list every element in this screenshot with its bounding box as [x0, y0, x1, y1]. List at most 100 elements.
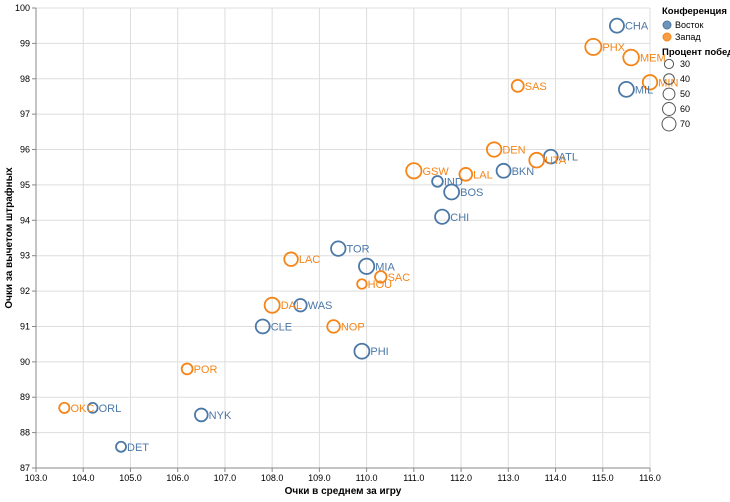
x-tick-label: 111.0	[403, 473, 424, 483]
legend-color-title: Конференция	[662, 6, 727, 17]
y-tick-label: 92	[20, 286, 30, 296]
y-tick-label: 88	[20, 428, 30, 438]
x-tick-label: 109.0	[308, 473, 331, 483]
point-label: PHX	[602, 42, 625, 54]
legend: Конференция Процент побед Восток Запад 30 4…	[661, 6, 730, 132]
data-point	[353, 342, 371, 360]
x-tick-label: 115.0	[592, 473, 614, 483]
legend-size-swatch	[663, 58, 675, 70]
point-label: UTA	[545, 155, 567, 167]
x-tick-label: 113.0	[497, 473, 519, 483]
point-label: ORL	[99, 403, 122, 415]
legend-size-swatch	[661, 116, 677, 132]
y-tick-label: 96	[20, 145, 30, 155]
data-point	[194, 407, 209, 423]
point-label: HOU	[368, 279, 393, 291]
y-tick-label: 98	[20, 74, 30, 84]
x-tick-label: 107.0	[214, 473, 237, 483]
y-tick-label: 93	[20, 251, 30, 261]
grid-layer	[35, 7, 651, 469]
legend-size-label: 50	[680, 89, 690, 99]
point-label: ATL	[559, 152, 578, 164]
data-point	[608, 17, 625, 34]
point-layer	[58, 17, 659, 453]
y-tick-label: 99	[20, 38, 30, 48]
y-tick-label: 89	[20, 392, 30, 402]
point-label: BKN	[512, 166, 535, 178]
point-label: SAC	[388, 272, 411, 284]
legend-size-title: Процент побед	[662, 47, 730, 58]
data-point	[254, 318, 271, 335]
data-point	[622, 48, 640, 67]
x-tick-label: 114.0	[545, 473, 567, 483]
x-tick-label: 104.0	[72, 473, 95, 483]
y-tick-label: 87	[20, 463, 30, 473]
data-point	[510, 78, 525, 93]
x-tick-label: 106.0	[166, 473, 189, 483]
x-axis-title: Очки в среднем за игру	[285, 486, 402, 497]
y-tick-label: 95	[20, 180, 30, 190]
legend-size-label: 70	[680, 119, 690, 129]
legend-size-swatch	[662, 102, 676, 116]
point-label: CHI	[450, 212, 469, 224]
point-label: NOP	[341, 321, 365, 333]
data-point	[356, 278, 368, 290]
x-tick-label: 105.0	[119, 473, 142, 483]
data-point	[58, 401, 71, 414]
point-label: GSW	[423, 166, 450, 178]
point-label: OKC	[70, 403, 94, 415]
data-point	[86, 402, 99, 414]
data-point	[405, 162, 423, 180]
data-point	[293, 298, 308, 313]
x-tick-label: 103.0	[25, 473, 48, 483]
data-point	[283, 251, 299, 267]
point-label: SAS	[525, 81, 547, 93]
point-label: MIN	[658, 77, 678, 89]
point-label: CHA	[625, 21, 649, 33]
data-point	[431, 175, 444, 188]
y-tick-label: 94	[20, 215, 30, 225]
point-label: PHI	[370, 346, 388, 358]
point-label: DAL	[281, 300, 302, 312]
x-tick-label: 116.0	[639, 473, 661, 483]
data-point	[443, 183, 461, 201]
y-tick-label: 91	[20, 321, 30, 331]
data-point	[180, 362, 194, 376]
point-label: BOS	[460, 187, 483, 199]
legend-color-swatch	[662, 20, 672, 30]
point-label: MIL	[635, 84, 653, 96]
point-label: DEN	[502, 145, 525, 157]
data-point	[434, 208, 451, 225]
point-label: POR	[194, 364, 218, 376]
point-label: TOR	[347, 244, 370, 256]
point-label: WAS	[308, 300, 333, 312]
data-point	[641, 74, 659, 91]
point-label: MEM	[640, 53, 666, 65]
legend-size-label: 60	[680, 104, 690, 114]
legend-color-label: Запад	[675, 32, 701, 42]
point-label: LAL	[473, 169, 493, 181]
data-point	[458, 167, 474, 182]
data-point	[374, 270, 388, 284]
legend-size-swatch	[663, 73, 675, 85]
x-tick-label: 108.0	[261, 473, 284, 483]
point-label: IND	[444, 176, 463, 188]
point-label: NYK	[209, 410, 232, 422]
legend-size-label: 40	[680, 74, 690, 84]
data-point	[528, 151, 545, 169]
data-point	[486, 141, 503, 158]
x-tick-label: 112.0	[450, 473, 472, 483]
data-point	[584, 37, 603, 56]
data-point	[358, 257, 376, 275]
data-point	[326, 319, 341, 334]
point-label: MIA	[375, 261, 395, 273]
data-point	[495, 162, 512, 179]
legend-color-label: Восток	[675, 20, 704, 30]
data-point	[330, 240, 347, 257]
data-point	[618, 81, 635, 98]
legend-size-label: 30	[680, 59, 690, 69]
point-label: CLE	[271, 321, 292, 333]
